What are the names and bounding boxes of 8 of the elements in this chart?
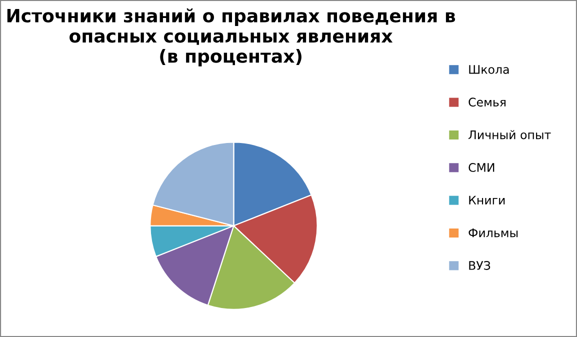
legend-label: СМИ bbox=[468, 162, 494, 172]
legend-label: Книги bbox=[469, 196, 505, 204]
chart-title: Источники знаний о правилах поведения в опасных социальных явлениях (в процентах) bbox=[7, 8, 456, 66]
legend-label: ВУЗ bbox=[469, 261, 490, 270]
legend-label: Фильмы bbox=[468, 228, 518, 238]
legend-label: Семья bbox=[468, 98, 506, 107]
legend-label: Школа bbox=[469, 65, 509, 74]
legend-label: Личный опыт bbox=[468, 130, 551, 140]
